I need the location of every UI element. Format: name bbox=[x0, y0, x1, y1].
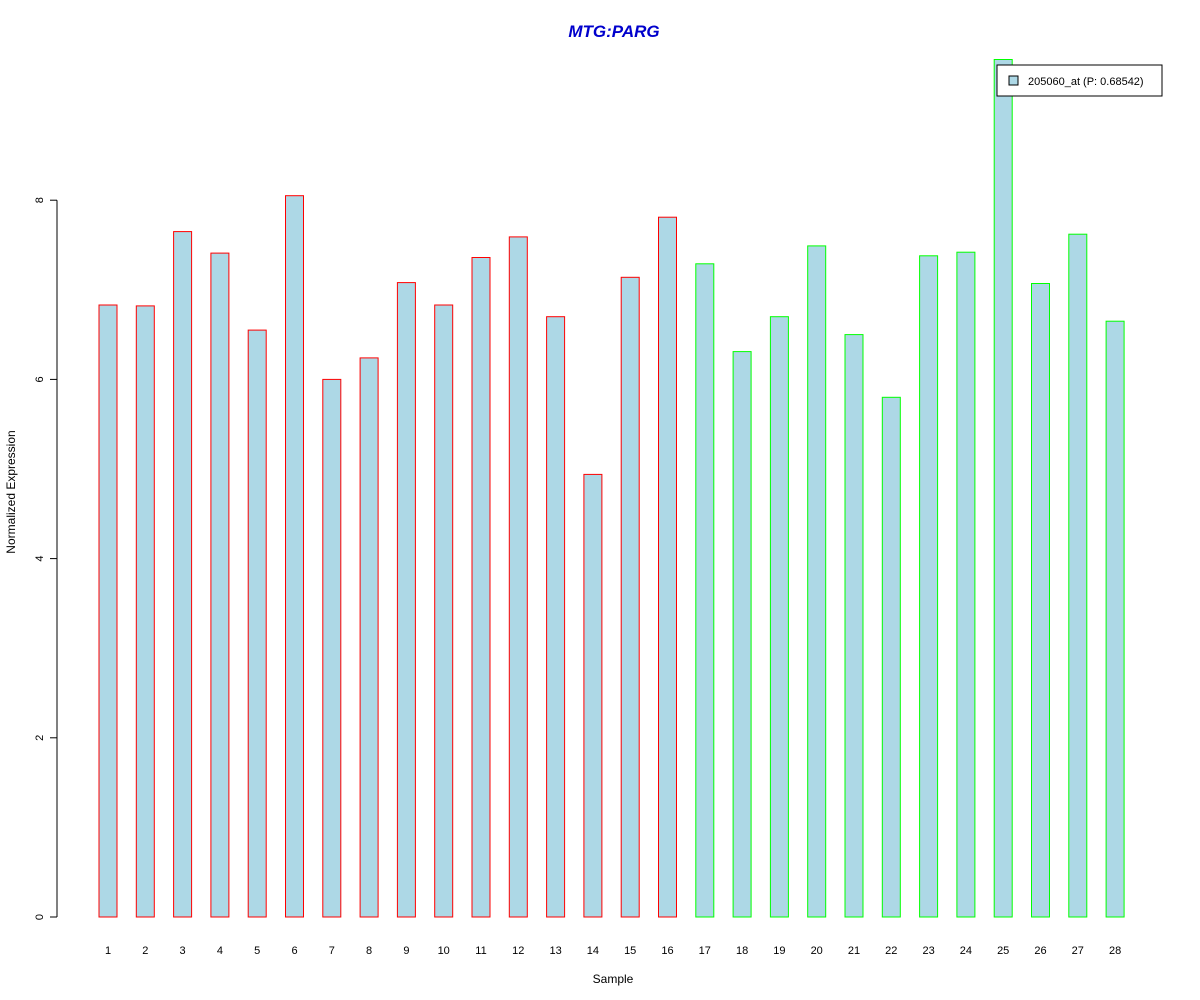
bar-sample-28 bbox=[1105, 320, 1125, 918]
bar-sample-23 bbox=[919, 255, 939, 918]
x-tick-labels: 1 2 3 4 5 6 7 8 9 10 11 12 13 14 15 16 17 18 19 20 21 22 23 24 2… bbox=[105, 945, 1121, 957]
x-tick-label: 22 bbox=[885, 945, 897, 957]
x-tick-label: 10 bbox=[438, 945, 450, 957]
bar-sample-13 bbox=[546, 316, 566, 918]
x-tick-label: 17 bbox=[699, 945, 711, 957]
bar-sample-5 bbox=[247, 329, 267, 918]
bar-sample-20 bbox=[807, 245, 827, 918]
x-tick-label: 2 bbox=[142, 945, 148, 957]
legend: 205060_at (P: 0.68542) bbox=[996, 64, 1163, 97]
y-tick-label: 8 bbox=[34, 197, 46, 203]
bar-sample-11 bbox=[471, 257, 491, 918]
bar-sample-19 bbox=[769, 316, 789, 918]
y-tick-label: 6 bbox=[34, 376, 46, 382]
bar-sample-6 bbox=[285, 195, 304, 918]
x-tick-label: 13 bbox=[549, 945, 561, 957]
chart-title: MTG:PARG bbox=[568, 22, 659, 41]
x-tick-label: 23 bbox=[922, 945, 934, 957]
bar-sample-14 bbox=[583, 473, 603, 918]
bar-sample-8 bbox=[359, 357, 379, 918]
bar-sample-26 bbox=[1031, 283, 1050, 918]
x-tick-label: 18 bbox=[736, 945, 748, 957]
bar-sample-7 bbox=[322, 378, 342, 918]
bar-sample-3 bbox=[173, 231, 193, 918]
bar-sample-4 bbox=[210, 252, 230, 918]
bar-sample-25 bbox=[993, 59, 1013, 918]
x-tick-label: 21 bbox=[848, 945, 860, 957]
x-tick-label: 12 bbox=[512, 945, 524, 957]
x-tick-label: 1 bbox=[105, 945, 111, 957]
bar-sample-2 bbox=[135, 305, 155, 918]
bar-sample-22 bbox=[881, 396, 901, 918]
bar-sample-24 bbox=[956, 251, 976, 918]
bar-sample-18 bbox=[732, 351, 752, 918]
bar-sample-16 bbox=[658, 216, 677, 918]
x-tick-label: 20 bbox=[811, 945, 823, 957]
x-axis-title: Sample bbox=[593, 972, 634, 986]
x-tick-label: 16 bbox=[661, 945, 673, 957]
x-tick-label: 8 bbox=[366, 945, 372, 957]
x-tick-label: 3 bbox=[180, 945, 186, 957]
x-tick-label: 15 bbox=[624, 945, 636, 957]
x-tick-label: 28 bbox=[1109, 945, 1121, 957]
bars bbox=[98, 59, 1125, 918]
bar-sample-21 bbox=[844, 334, 864, 918]
bar-sample-12 bbox=[508, 236, 528, 918]
y-axis: 0 2 4 6 8 bbox=[34, 197, 58, 920]
legend-label: 205060_at (P: 0.68542) bbox=[1028, 76, 1144, 88]
legend-swatch bbox=[1008, 75, 1019, 86]
x-tick-label: 11 bbox=[475, 945, 486, 957]
bar-sample-1 bbox=[98, 304, 118, 918]
x-tick-label: 4 bbox=[217, 945, 223, 957]
x-tick-label: 9 bbox=[403, 945, 409, 957]
bar-sample-17 bbox=[695, 263, 715, 918]
y-tick-label: 0 bbox=[34, 914, 46, 920]
x-tick-label: 27 bbox=[1072, 945, 1084, 957]
legend-box bbox=[996, 64, 1163, 97]
x-tick-label: 19 bbox=[773, 945, 785, 957]
x-tick-label: 6 bbox=[291, 945, 297, 957]
bar-sample-15 bbox=[620, 276, 640, 918]
y-axis-title: Normalized Expression bbox=[4, 430, 18, 553]
bar-sample-9 bbox=[396, 282, 416, 918]
y-tick-label: 4 bbox=[34, 556, 46, 562]
x-tick-label: 5 bbox=[254, 945, 260, 957]
y-tick-label: 2 bbox=[34, 735, 46, 741]
x-tick-label: 14 bbox=[587, 945, 599, 957]
x-tick-label: 24 bbox=[960, 945, 972, 957]
x-tick-label: 25 bbox=[997, 945, 1009, 957]
bar-sample-10 bbox=[434, 304, 454, 918]
x-tick-label: 7 bbox=[329, 945, 335, 957]
bar-sample-27 bbox=[1068, 233, 1088, 918]
x-tick-label: 26 bbox=[1034, 945, 1046, 957]
